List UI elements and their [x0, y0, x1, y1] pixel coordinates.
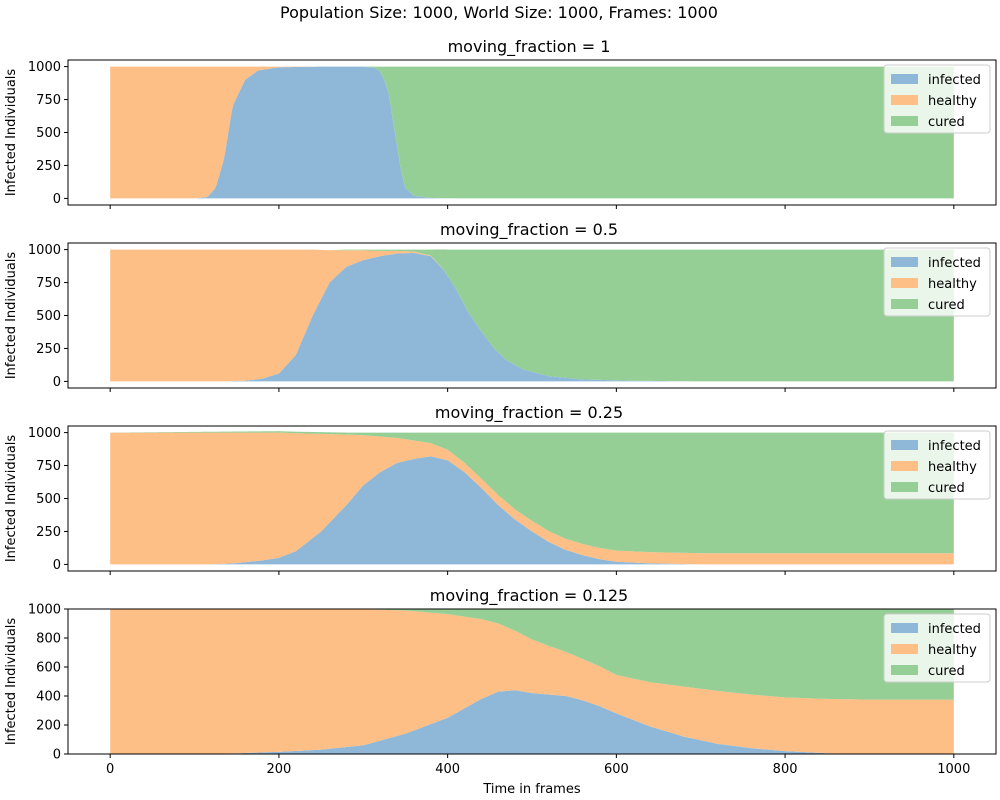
y-tick-label: 500 [36, 309, 61, 324]
subplot-4: moving_fraction = 0.125 Infected Individu… [4, 586, 997, 777]
y-tick-label: 800 [36, 632, 61, 647]
legend-label-infected: infected [928, 256, 981, 271]
legend-swatch-infected [891, 623, 918, 633]
x-tick-label: 600 [604, 762, 629, 777]
y-tick-label: 750 [36, 459, 61, 474]
area-healthy [110, 249, 954, 382]
area-healthy [110, 432, 954, 565]
y-tick-label: 750 [36, 276, 61, 291]
y-tick-label: 600 [36, 661, 61, 676]
subplots: moving_fraction = 1 Infected Individuals 0… [4, 37, 997, 777]
legend-swatch-cured [891, 665, 918, 675]
area-infected [110, 252, 954, 382]
legend-swatch-healthy [891, 461, 918, 471]
legend-label-infected: infected [928, 73, 981, 88]
y-axis-label: Infected Individuals [4, 435, 19, 563]
y-tick-label: 1000 [28, 426, 61, 441]
legend-swatch-cured [891, 116, 918, 126]
x-tick-label: 800 [773, 762, 798, 777]
subplot-2: moving_fraction = 0.5 Infected Individual… [4, 220, 997, 392]
area-healthy [110, 66, 954, 199]
legend: infected healthy cured [883, 430, 991, 500]
y-tick-label: 0 [53, 748, 61, 763]
legend-label-healthy: healthy [928, 643, 977, 658]
legend-swatch-cured [891, 299, 918, 309]
legend: infected healthy cured [883, 613, 991, 683]
y-axis-label: Infected Individuals [4, 252, 19, 380]
legend-label-infected: infected [928, 439, 981, 454]
subplot-title: moving_fraction = 0.25 [435, 403, 623, 423]
x-tick-label: 1000 [937, 762, 970, 777]
subplot-title: moving_fraction = 0.125 [430, 586, 628, 606]
area-cured [110, 249, 954, 382]
y-tick-label: 0 [53, 192, 61, 207]
subplot-3: moving_fraction = 0.25 Infected Individua… [4, 403, 997, 575]
axes-frame [67, 608, 997, 755]
legend-swatch-healthy [891, 278, 918, 288]
legend-swatch-infected [891, 257, 918, 267]
subplot-1: moving_fraction = 1 Infected Individuals 0… [4, 37, 997, 209]
subplot-title: moving_fraction = 0.5 [440, 220, 618, 240]
y-tick-label: 0 [53, 558, 61, 573]
legend-label-cured: cured [928, 481, 965, 496]
legend: infected healthy cured [883, 247, 991, 317]
figure-suptitle: Population Size: 1000, World Size: 1000,… [280, 3, 718, 22]
y-tick-label: 750 [36, 93, 61, 108]
area-infected [110, 66, 954, 199]
y-tick-label: 250 [36, 342, 61, 357]
legend-label-infected: infected [928, 622, 981, 637]
legend-swatch-healthy [891, 644, 918, 654]
y-tick-label: 500 [36, 126, 61, 141]
legend-swatch-cured [891, 482, 918, 492]
legend: infected healthy cured [883, 64, 991, 134]
area-infected [110, 456, 954, 565]
legend-label-healthy: healthy [928, 94, 977, 109]
y-axis-label: Infected Individuals [4, 69, 19, 197]
area-healthy [110, 609, 954, 754]
area-infected [110, 690, 954, 754]
legend-label-healthy: healthy [928, 277, 977, 292]
area-cured [110, 431, 954, 554]
x-tick-label: 0 [106, 762, 114, 777]
y-tick-label: 500 [36, 492, 61, 507]
legend-label-healthy: healthy [928, 460, 977, 475]
x-tick-label: 400 [435, 762, 460, 777]
x-tick-label: 200 [266, 762, 291, 777]
y-tick-label: 1000 [28, 243, 61, 258]
legend-label-cured: cured [928, 664, 965, 679]
y-tick-label: 400 [36, 690, 61, 705]
subplot-title: moving_fraction = 1 [448, 37, 611, 57]
legend-swatch-infected [891, 440, 918, 450]
legend-label-cured: cured [928, 298, 965, 313]
y-axis-label: Infected Individuals [4, 618, 19, 746]
y-tick-label: 200 [36, 719, 61, 734]
y-tick-label: 250 [36, 159, 61, 174]
area-cured [110, 66, 954, 199]
y-tick-label: 0 [53, 375, 61, 390]
x-axis-label: Time in frames [482, 782, 580, 797]
y-tick-label: 250 [36, 525, 61, 540]
y-tick-label: 1000 [28, 60, 61, 75]
legend-swatch-infected [891, 74, 918, 84]
legend-swatch-healthy [891, 95, 918, 105]
y-tick-label: 1000 [28, 603, 61, 618]
legend-label-cured: cured [928, 115, 965, 130]
area-cured [110, 608, 954, 700]
